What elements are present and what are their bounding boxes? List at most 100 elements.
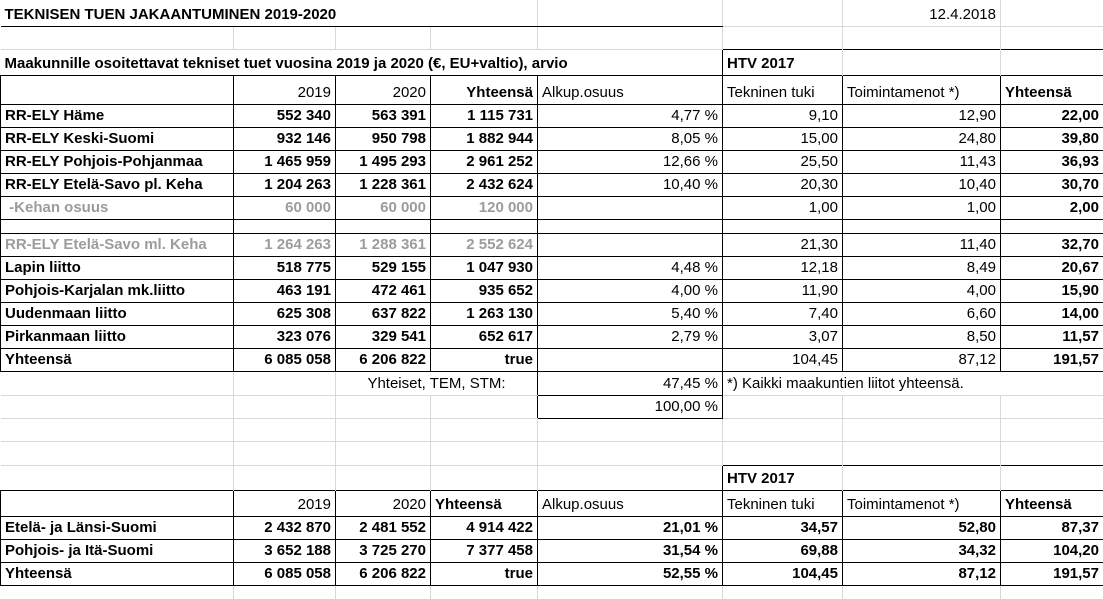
cell-htv-total[interactable]: 20,67 bbox=[1000, 256, 1103, 280]
cell-total[interactable]: 2 432 624 bbox=[430, 173, 538, 197]
empty-cell[interactable] bbox=[430, 465, 538, 490]
empty-cell[interactable] bbox=[335, 465, 431, 490]
cell-2019[interactable]: 463 191 bbox=[233, 279, 336, 303]
cell-2020[interactable]: 950 798 bbox=[335, 127, 431, 151]
cell-tech[interactable]: 12,18 bbox=[722, 256, 843, 280]
cell-oper[interactable]: 11,40 bbox=[842, 233, 1001, 257]
empty-cell[interactable] bbox=[537, 26, 723, 50]
cell-share[interactable]: 12,66 % bbox=[537, 150, 723, 174]
cell-share[interactable]: 52,55 % bbox=[537, 562, 723, 586]
cell-tech[interactable]: 9,10 bbox=[722, 104, 843, 128]
cell-2019[interactable]: 932 146 bbox=[233, 127, 336, 151]
cell-oper[interactable]: 1,00 bbox=[842, 196, 1001, 220]
cell-tech[interactable]: 34,57 bbox=[722, 516, 843, 540]
cell-total[interactable]: 2 552 624 bbox=[430, 233, 538, 257]
cell-2020[interactable]: 472 461 bbox=[335, 279, 431, 303]
cell-tech[interactable]: 25,50 bbox=[722, 150, 843, 174]
empty-cell[interactable] bbox=[0, 465, 234, 490]
empty-cell[interactable] bbox=[335, 395, 431, 419]
cell-label[interactable]: RR-ELY Keski-Suomi bbox=[0, 127, 234, 151]
empty-cell[interactable] bbox=[0, 441, 234, 466]
cell-label[interactable]: Etelä- ja Länsi-Suomi bbox=[0, 516, 234, 540]
empty-cell[interactable] bbox=[335, 441, 431, 466]
cell-htv-total[interactable] bbox=[1000, 219, 1103, 234]
header-tech[interactable]: Tekninen tuki bbox=[722, 489, 843, 517]
cell-oper[interactable]: 6,60 bbox=[842, 302, 1001, 326]
empty-cell[interactable] bbox=[842, 26, 1001, 49]
header-share[interactable]: Alkup.osuus bbox=[537, 489, 723, 517]
empty-cell[interactable] bbox=[722, 0, 843, 27]
empty-cell[interactable] bbox=[233, 441, 336, 466]
cell-share[interactable]: 2,79 % bbox=[537, 325, 723, 349]
empty-cell[interactable] bbox=[537, 0, 723, 27]
cell-total[interactable]: 1 047 930 bbox=[430, 256, 538, 280]
cell-2019[interactable]: 1 465 959 bbox=[233, 150, 336, 174]
cell-share[interactable]: 8,05 % bbox=[537, 127, 723, 151]
cell-share[interactable]: 4,48 % bbox=[537, 256, 723, 280]
cell-oper[interactable]: 87,12 bbox=[842, 562, 1001, 586]
cell-label[interactable]: Pohjois- ja Itä-Suomi bbox=[0, 539, 234, 563]
cell-tech[interactable]: 15,00 bbox=[722, 127, 843, 151]
cell-tech[interactable]: 7,40 bbox=[722, 302, 843, 326]
empty-cell[interactable] bbox=[233, 465, 336, 490]
cell-total[interactable]: 4 914 422 bbox=[430, 516, 538, 540]
cell-2020[interactable]: 563 391 bbox=[335, 104, 431, 128]
empty-cell[interactable] bbox=[430, 26, 538, 50]
cell-total[interactable]: true bbox=[430, 348, 538, 372]
empty-cell[interactable] bbox=[430, 418, 538, 442]
cell-htv-total[interactable]: 191,57 bbox=[1000, 562, 1103, 586]
cell-htv-total[interactable]: 191,57 bbox=[1000, 348, 1103, 372]
empty-cell[interactable] bbox=[842, 441, 1001, 465]
yhteiset-label[interactable]: Yhteiset, TEM, STM: bbox=[335, 371, 538, 396]
empty-cell[interactable] bbox=[1000, 395, 1103, 419]
cell-2019[interactable]: 3 652 188 bbox=[233, 539, 336, 563]
footnote-text[interactable]: *) Kaikki maakuntien liitot yhteensä. bbox=[722, 371, 1103, 396]
cell-tech[interactable]: 20,30 bbox=[722, 173, 843, 197]
cell-oper[interactable]: 10,40 bbox=[842, 173, 1001, 197]
empty-cell[interactable] bbox=[430, 441, 538, 466]
empty-cell[interactable] bbox=[537, 441, 723, 466]
empty-cell[interactable] bbox=[1000, 26, 1103, 49]
header-2019[interactable]: 2019 bbox=[233, 489, 336, 517]
empty-header-cell[interactable] bbox=[0, 74, 234, 105]
cell-htv-total[interactable]: 30,70 bbox=[1000, 173, 1103, 197]
cell-share[interactable]: 21,01 % bbox=[537, 516, 723, 540]
cell-htv-total[interactable]: 22,00 bbox=[1000, 104, 1103, 128]
header-total[interactable]: Yhteensä bbox=[430, 489, 538, 517]
header-total[interactable]: Yhteensä bbox=[430, 74, 538, 105]
cell-2019[interactable]: 60 000 bbox=[233, 196, 336, 220]
empty-cell[interactable] bbox=[842, 48, 1001, 75]
header-oper[interactable]: Toimintamenot *) bbox=[842, 74, 1001, 105]
cell-total[interactable]: 1 115 731 bbox=[430, 104, 538, 128]
cell-label[interactable]: Lapin liitto bbox=[0, 256, 234, 280]
cell-share[interactable]: 4,77 % bbox=[537, 104, 723, 128]
header-htv-total[interactable]: Yhteensä bbox=[1000, 489, 1103, 517]
cell-tech[interactable]: 1,00 bbox=[722, 196, 843, 220]
cell-total[interactable]: 935 652 bbox=[430, 279, 538, 303]
yhteiset-total-cell[interactable]: 100,00 % bbox=[537, 395, 723, 419]
cell-total[interactable]: 1 882 944 bbox=[430, 127, 538, 151]
empty-cell[interactable] bbox=[722, 395, 843, 419]
cell-total[interactable]: 652 617 bbox=[430, 325, 538, 349]
header-2019[interactable]: 2019 bbox=[233, 74, 336, 105]
cell-htv-total[interactable]: 2,00 bbox=[1000, 196, 1103, 220]
cell-2020[interactable]: 1 495 293 bbox=[335, 150, 431, 174]
empty-cell[interactable] bbox=[722, 26, 843, 49]
cell-label[interactable]: Yhteensä bbox=[0, 562, 234, 586]
empty-cell[interactable] bbox=[335, 26, 431, 50]
cell-2019[interactable]: 1 204 263 bbox=[233, 173, 336, 197]
cell-total[interactable]: 1 263 130 bbox=[430, 302, 538, 326]
empty-cell[interactable] bbox=[0, 395, 234, 419]
cell-total[interactable] bbox=[430, 219, 538, 234]
cell-oper[interactable]: 52,80 bbox=[842, 516, 1001, 540]
cell-oper[interactable]: 8,49 bbox=[842, 256, 1001, 280]
cell-share[interactable] bbox=[537, 348, 723, 372]
cell-label[interactable]: RR-ELY Etelä-Savo pl. Keha bbox=[0, 173, 234, 197]
cell-2019[interactable]: 625 308 bbox=[233, 302, 336, 326]
cell-tech[interactable]: 104,45 bbox=[722, 348, 843, 372]
cell-share[interactable]: 10,40 % bbox=[537, 173, 723, 197]
empty-cell[interactable] bbox=[722, 585, 843, 599]
cell-total[interactable]: 120 000 bbox=[430, 196, 538, 220]
cell-htv-total[interactable]: 14,00 bbox=[1000, 302, 1103, 326]
cell-label[interactable]: Yhteensä bbox=[0, 348, 234, 372]
